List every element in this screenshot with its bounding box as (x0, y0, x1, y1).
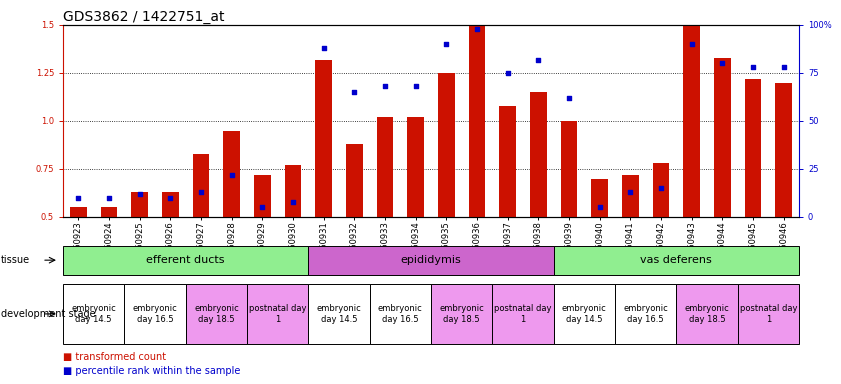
Point (716, 60, 729, 66)
Text: embryonic
day 16.5: embryonic day 16.5 (378, 304, 423, 324)
Bar (468, 25, 485, 217)
Point (378, 83, 392, 89)
Text: embryonic
day 18.5: embryonic day 18.5 (194, 304, 239, 324)
Text: development stage: development stage (1, 309, 96, 319)
Text: GDS3862 / 1422751_at: GDS3862 / 1422751_at (63, 10, 225, 24)
Point (623, 189, 637, 195)
Bar (492, 284, 553, 344)
Text: embryonic
day 14.5: embryonic day 14.5 (71, 304, 116, 324)
Bar (553, 284, 615, 344)
Text: vas deferens: vas deferens (641, 255, 712, 265)
Point (164, 195, 177, 201)
Bar (70, 207, 87, 217)
Bar (676, 284, 738, 344)
Bar (621, 175, 639, 217)
Point (133, 191, 146, 197)
Bar (162, 192, 179, 217)
Point (409, 83, 422, 89)
Point (777, 64, 791, 70)
Text: postnatal day
1: postnatal day 1 (249, 304, 306, 324)
Bar (254, 175, 271, 217)
Bar (193, 154, 209, 217)
Text: efferent ducts: efferent ducts (146, 255, 225, 265)
Point (593, 204, 606, 210)
Bar (346, 144, 362, 217)
Bar (370, 284, 431, 344)
Text: embryonic
day 14.5: embryonic day 14.5 (562, 304, 606, 324)
Bar (714, 58, 731, 217)
Text: ■ percentile rank within the sample: ■ percentile rank within the sample (63, 366, 241, 376)
Bar (309, 284, 370, 344)
Bar (223, 131, 241, 217)
Bar (553, 246, 799, 275)
Text: embryonic
day 14.5: embryonic day 14.5 (317, 304, 362, 324)
Bar (500, 106, 516, 217)
Point (225, 172, 239, 178)
Bar (775, 83, 792, 217)
Bar (653, 163, 669, 217)
Point (256, 204, 269, 210)
Text: embryonic
day 16.5: embryonic day 16.5 (133, 304, 177, 324)
Bar (431, 284, 492, 344)
Text: ■ transformed count: ■ transformed count (63, 352, 167, 362)
Bar (101, 207, 118, 217)
Bar (438, 73, 455, 217)
Point (440, 41, 453, 47)
Text: postnatal day
1: postnatal day 1 (495, 304, 552, 324)
Point (347, 89, 361, 95)
Text: postnatal day
1: postnatal day 1 (739, 304, 797, 324)
Bar (63, 284, 124, 344)
Bar (615, 284, 676, 344)
Text: embryonic
day 18.5: embryonic day 18.5 (685, 304, 729, 324)
Text: epididymis: epididymis (400, 255, 462, 265)
Bar (315, 60, 332, 217)
Point (71, 195, 85, 201)
Text: tissue: tissue (1, 255, 30, 265)
Point (317, 45, 331, 51)
Text: embryonic
day 16.5: embryonic day 16.5 (623, 304, 668, 324)
Bar (738, 284, 799, 344)
Point (501, 70, 515, 76)
Bar (124, 284, 186, 344)
Text: embryonic
day 18.5: embryonic day 18.5 (439, 304, 484, 324)
Point (286, 199, 299, 205)
Bar (377, 117, 394, 217)
Point (532, 56, 545, 63)
Bar (186, 284, 247, 344)
Point (194, 189, 208, 195)
Bar (683, 25, 700, 217)
Bar (284, 165, 301, 217)
Bar (530, 92, 547, 217)
Point (563, 95, 576, 101)
Point (654, 185, 668, 191)
Bar (247, 284, 309, 344)
Bar (309, 246, 553, 275)
Bar (591, 179, 608, 217)
Bar (561, 121, 578, 217)
Bar (131, 192, 148, 217)
Point (470, 26, 484, 32)
Point (103, 195, 116, 201)
Point (685, 41, 698, 47)
Bar (744, 79, 761, 217)
Bar (407, 117, 424, 217)
Point (746, 64, 759, 70)
Bar (63, 246, 309, 275)
